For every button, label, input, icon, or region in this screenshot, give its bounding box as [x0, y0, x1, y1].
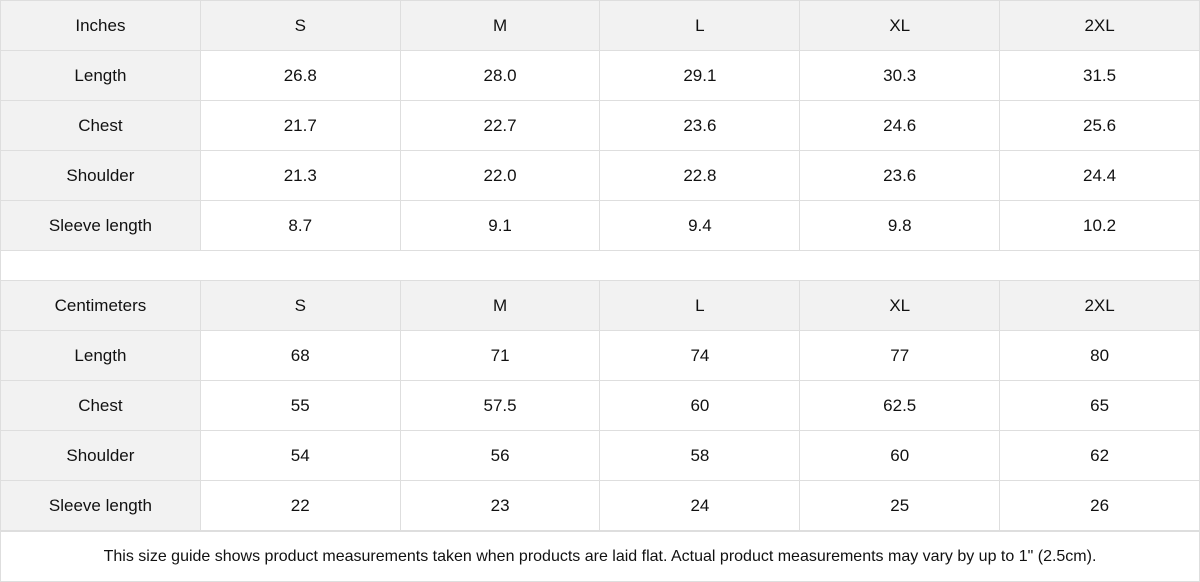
header-cell: XL	[799, 280, 1001, 331]
row-label: Sleeve length	[0, 480, 201, 531]
table-cell: 22.0	[399, 150, 601, 201]
table-cell: 31.5	[999, 50, 1200, 101]
table-row: Length 26.8 28.0 29.1 30.3 31.5	[0, 50, 1200, 101]
table-cell: 62.5	[799, 380, 1001, 431]
table-cell: 62	[999, 430, 1200, 481]
row-label: Shoulder	[0, 430, 201, 481]
row-label: Length	[0, 330, 201, 381]
table-cell: 10.2	[999, 200, 1200, 251]
table-cell: 71	[399, 330, 601, 381]
table-cell: 21.3	[199, 150, 401, 201]
table-cell: 22	[199, 480, 401, 531]
header-cell: Centimeters	[0, 280, 201, 331]
header-row: Centimeters S M L XL 2XL	[0, 280, 1200, 331]
table-cell: 56	[399, 430, 601, 481]
table-cell: 9.1	[399, 200, 601, 251]
table-cell: 30.3	[799, 50, 1001, 101]
table-cell: 23.6	[599, 100, 801, 151]
table-cell: 65	[999, 380, 1200, 431]
table-cell: 25.6	[999, 100, 1200, 151]
table-cell: 60	[599, 380, 801, 431]
header-cell: L	[599, 0, 801, 51]
row-label: Chest	[0, 380, 201, 431]
table-cell: 8.7	[199, 200, 401, 251]
table-cell: 22.8	[599, 150, 801, 201]
table-cell: 25	[799, 480, 1001, 531]
table-row: Chest 21.7 22.7 23.6 24.6 25.6	[0, 100, 1200, 151]
header-cell: L	[599, 280, 801, 331]
header-cell: M	[399, 0, 601, 51]
table-cell: 60	[799, 430, 1001, 481]
table-cell: 68	[199, 330, 401, 381]
table-cell: 9.8	[799, 200, 1001, 251]
table-row: Sleeve length 8.7 9.1 9.4 9.8 10.2	[0, 200, 1200, 251]
spacer	[0, 251, 1200, 280]
row-label: Shoulder	[0, 150, 201, 201]
table-cell: 54	[199, 430, 401, 481]
table-row: Shoulder 54 56 58 60 62	[0, 430, 1200, 481]
table-cell: 21.7	[199, 100, 401, 151]
table-cell: 9.4	[599, 200, 801, 251]
table-cell: 22.7	[399, 100, 601, 151]
header-cell: S	[199, 0, 401, 51]
header-cell: M	[399, 280, 601, 331]
table-cell: 74	[599, 330, 801, 381]
table-cell: 80	[999, 330, 1200, 381]
table-cell: 55	[199, 380, 401, 431]
table-cell: 24.6	[799, 100, 1001, 151]
table-row: Chest 55 57.5 60 62.5 65	[0, 380, 1200, 431]
centimeters-table: Centimeters S M L XL 2XL Length 68 71 74 77 80 Chest…	[0, 280, 1200, 531]
table-cell: 29.1	[599, 50, 801, 101]
header-cell: Inches	[0, 0, 201, 51]
header-cell: XL	[799, 0, 1001, 51]
table-cell: 57.5	[399, 380, 601, 431]
size-guide-note: This size guide shows product measuremen…	[0, 531, 1200, 582]
table-cell: 26	[999, 480, 1200, 531]
header-cell: S	[199, 280, 401, 331]
inches-table: Inches S M L XL 2XL Length 26.8 28.0 29.1 30.3 31.5…	[0, 0, 1200, 251]
table-row: Length 68 71 74 77 80	[0, 330, 1200, 381]
table-cell: 26.8	[199, 50, 401, 101]
table-cell: 23.6	[799, 150, 1001, 201]
table-cell: 28.0	[399, 50, 601, 101]
table-row: Shoulder 21.3 22.0 22.8 23.6 24.4	[0, 150, 1200, 201]
table-cell: 24	[599, 480, 801, 531]
table-row: Sleeve length 22 23 24 25 26	[0, 480, 1200, 531]
table-cell: 77	[799, 330, 1001, 381]
table-cell: 58	[599, 430, 801, 481]
row-label: Chest	[0, 100, 201, 151]
row-label: Length	[0, 50, 201, 101]
table-cell: 23	[399, 480, 601, 531]
header-cell: 2XL	[999, 280, 1200, 331]
table-cell: 24.4	[999, 150, 1200, 201]
header-cell: 2XL	[999, 0, 1200, 51]
header-row: Inches S M L XL 2XL	[0, 0, 1200, 51]
row-label: Sleeve length	[0, 200, 201, 251]
